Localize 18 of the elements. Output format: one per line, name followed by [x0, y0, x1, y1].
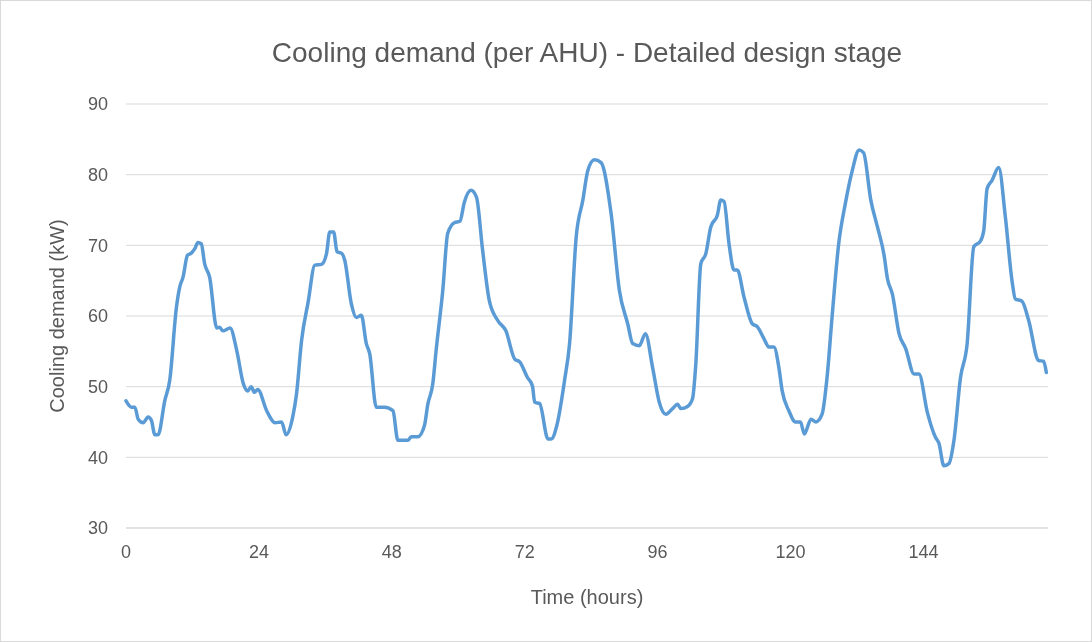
x-tick-label: 48: [381, 542, 402, 562]
y-tick-label: 80: [87, 164, 108, 185]
y-tick-label: 60: [87, 306, 108, 327]
x-tick-label: 0: [120, 542, 132, 562]
x-tick-label: 96: [647, 542, 668, 562]
y-tick-label: 30: [87, 518, 108, 539]
chart-title: Cooling demand (per AHU) - Detailed design stage: [271, 37, 903, 68]
y-tick-label: 50: [87, 376, 108, 397]
x-tick-label: 24: [248, 542, 269, 562]
x-tick-label: 144: [908, 542, 939, 562]
x-axis-title: Time (hours): [530, 586, 644, 608]
line-series: [124, 148, 1049, 468]
y-tick-label: 90: [87, 94, 108, 115]
y-axis-title: Cooling demand (kW): [46, 219, 68, 413]
y-tick-label: 70: [87, 235, 108, 256]
y-tick-label: 40: [87, 447, 108, 468]
x-tick-label: 120: [775, 542, 806, 562]
x-tick-label: 72: [514, 542, 535, 562]
